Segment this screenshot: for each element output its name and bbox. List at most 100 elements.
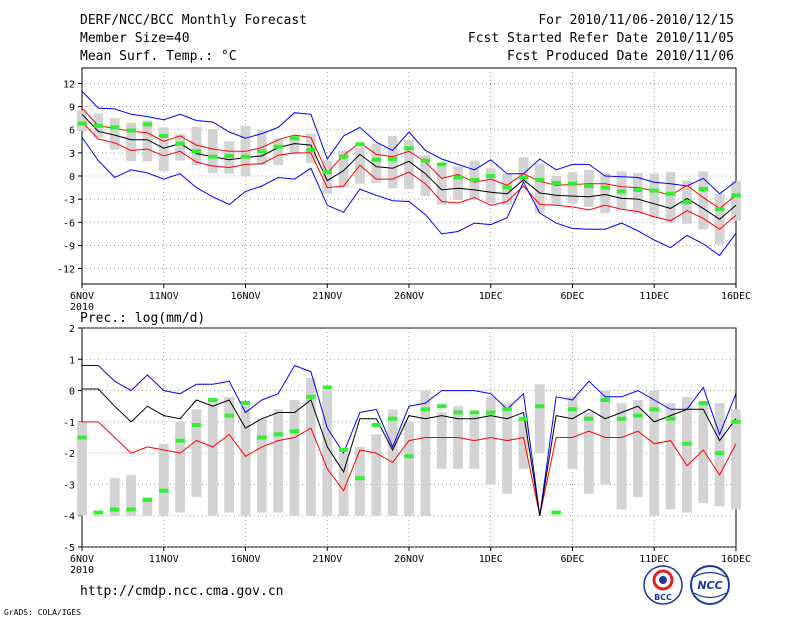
prec-obs-marker — [420, 407, 431, 412]
prec-obs-marker — [469, 410, 480, 415]
prec-obs-marker — [731, 419, 741, 424]
temp-obs-marker — [224, 153, 234, 158]
prec-x-tick-label: 6NOV — [70, 554, 94, 565]
temp-spread-box — [77, 110, 87, 132]
prec-y-tick-label: -5 — [63, 543, 75, 554]
temp-obs-marker — [535, 177, 545, 182]
temp-y-tick-label: 9 — [69, 103, 75, 114]
prec-spread-box — [224, 396, 235, 513]
prec-y-tick-label: 1 — [69, 355, 75, 366]
temp-x-tick-label: 16NOV — [230, 291, 260, 302]
prec-obs-marker — [208, 397, 218, 402]
ncc-logo: NCC — [690, 565, 730, 605]
temp-x-tick-label: 21NOV — [312, 291, 342, 302]
temp-spread-box — [289, 137, 300, 155]
prec-obs-marker — [289, 429, 300, 434]
temp-obs-marker — [486, 174, 496, 178]
prec-spread-box — [698, 403, 709, 504]
grads-credit: GrADS: COLA/IGES — [4, 608, 81, 617]
temp-obs-marker — [420, 158, 431, 163]
prec-spread-box — [338, 453, 349, 516]
temp-obs-marker — [257, 149, 267, 154]
temp-obs-marker — [502, 185, 512, 190]
prec-obs-marker — [437, 404, 447, 409]
prec-obs-marker — [306, 394, 316, 399]
prec-spread-box — [355, 446, 365, 516]
prec-spread-box — [158, 443, 169, 516]
temp-y-tick-label: -6 — [63, 218, 75, 229]
prec-spread-box — [77, 421, 87, 516]
temp-x-tick-label: 11DEC — [639, 291, 669, 302]
prec-spread-box — [502, 403, 513, 494]
prec-obs-marker — [240, 401, 251, 406]
fcst-started-date: Fcst Started Refer Date 2010/11/05 — [468, 31, 734, 46]
temp-spread-box — [567, 172, 578, 204]
temp-spread-box — [649, 173, 660, 218]
temp-obs-marker — [453, 175, 463, 180]
prec-obs-marker — [600, 397, 610, 402]
prec-spread-box — [240, 406, 251, 516]
prec-spread-box — [109, 478, 120, 516]
prec-spread-box — [583, 412, 594, 494]
prec-spread-box — [731, 409, 741, 510]
prec-obs-marker — [404, 454, 414, 459]
temp-spread-box — [387, 135, 398, 189]
prec-spread-box — [142, 496, 153, 516]
temp-obs-marker — [142, 122, 153, 127]
temp-obs-marker — [240, 154, 251, 159]
temp-y-tick-label: 6 — [69, 126, 75, 137]
member-size: Member Size=40 — [80, 31, 190, 46]
temp-spread-box — [142, 120, 153, 162]
prec-spread-box — [616, 403, 627, 510]
temp-spread-box — [338, 150, 349, 188]
prec-spread-box — [534, 384, 545, 454]
prec-obs-marker — [584, 416, 594, 421]
prec-obs-marker — [551, 510, 561, 515]
temp-x-tick-year: 2010 — [70, 302, 94, 313]
prec-mean-line — [82, 388, 737, 516]
temp-obs-marker — [698, 187, 708, 192]
forecast-period: For 2010/11/06-2010/12/15 — [538, 13, 734, 28]
prec-x-tick-label: 26NOV — [394, 554, 424, 565]
prec-obs-marker — [322, 385, 332, 390]
temp-obs-marker — [469, 177, 480, 182]
temp-obs-marker — [567, 181, 578, 186]
temp-obs-marker — [551, 180, 561, 185]
prec-obs-marker — [486, 410, 496, 415]
bcc-logo-text: BCC — [654, 593, 672, 602]
prec-x-tick-label: 16DEC — [721, 554, 751, 565]
temp-obs-marker — [208, 154, 218, 159]
temp-x-tick-label: 16DEC — [721, 291, 751, 302]
prec-obs-marker — [698, 401, 708, 406]
prec-spread-box — [518, 418, 529, 469]
prec-obs-marker — [142, 498, 153, 503]
precip-title: Prec.: log(mm/d) — [80, 311, 205, 326]
temp-obs-marker — [93, 123, 104, 128]
source-url: http://cmdp.ncc.cma.gov.cn — [80, 584, 284, 599]
temp-y-tick-label: 3 — [69, 149, 75, 160]
temp-obs-marker — [175, 141, 185, 146]
temp-spread-box — [665, 172, 676, 224]
temp-obs-marker — [665, 191, 676, 196]
prec-spread-box — [436, 412, 447, 469]
prec-y-tick-label: -2 — [63, 449, 75, 460]
prec-min-line — [82, 421, 737, 516]
prec-spread-box — [322, 390, 333, 516]
temp-spread-box — [109, 118, 120, 150]
temp-spread-box — [436, 166, 447, 205]
temp-spread-box — [191, 126, 202, 166]
temp-obs-marker — [616, 189, 627, 194]
temp-obs-marker — [371, 157, 381, 162]
temp-obs-marker — [600, 185, 610, 190]
temp-spread-box — [698, 171, 709, 230]
prec-obs-marker — [665, 416, 676, 421]
temp-obs-marker — [387, 157, 398, 162]
temp-obs-marker — [404, 146, 414, 151]
prec-spread-box — [289, 399, 300, 516]
prec-obs-marker — [175, 438, 185, 443]
prec-spread-box — [567, 396, 578, 469]
temp-obs-marker — [159, 133, 169, 138]
